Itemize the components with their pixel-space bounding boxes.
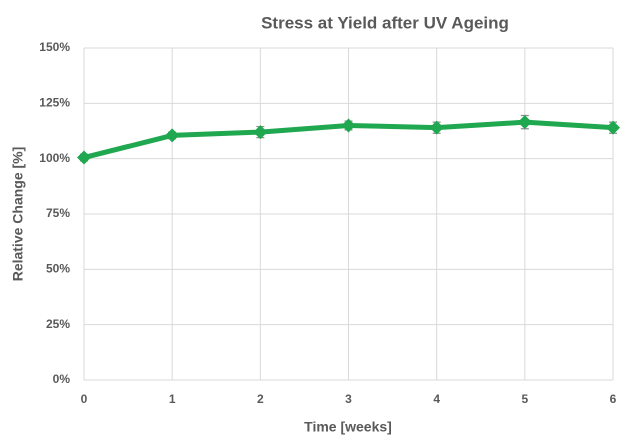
x-tick-label: 4 [433, 392, 440, 406]
data-point [517, 115, 532, 130]
y-tick-label: 100% [39, 151, 70, 165]
x-tick-label: 2 [257, 392, 264, 406]
y-tick-label: 0% [53, 372, 71, 386]
data-point [341, 118, 356, 133]
chart-title: Stress at Yield after UV Ageing [261, 13, 509, 32]
x-tick-label: 5 [521, 392, 528, 406]
y-tick-label: 150% [39, 40, 70, 54]
x-axis-title: Time [weeks] [304, 419, 392, 435]
y-tick-label: 125% [39, 96, 70, 110]
data-point [77, 150, 91, 165]
x-tick-label: 6 [610, 392, 617, 406]
y-tick-label: 50% [46, 262, 70, 276]
data-point [429, 120, 444, 135]
data-point [165, 128, 180, 143]
data-point [606, 120, 620, 135]
x-tick-label: 0 [81, 392, 88, 406]
y-axis-title: Relative Change [%] [10, 147, 26, 282]
x-tick-label: 1 [169, 392, 176, 406]
y-tick-label: 75% [46, 206, 70, 220]
y-tick-label: 25% [46, 317, 70, 331]
x-tick-label: 3 [345, 392, 352, 406]
data-point [253, 125, 268, 140]
